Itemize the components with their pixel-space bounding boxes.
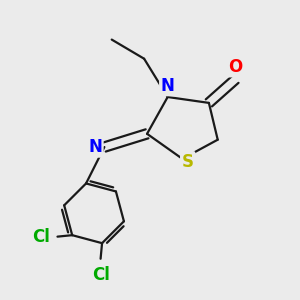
Text: Cl: Cl	[92, 266, 110, 284]
Text: Cl: Cl	[32, 228, 50, 246]
Text: N: N	[161, 76, 175, 94]
Text: O: O	[228, 58, 242, 76]
Text: N: N	[88, 138, 102, 156]
Text: S: S	[182, 153, 194, 171]
